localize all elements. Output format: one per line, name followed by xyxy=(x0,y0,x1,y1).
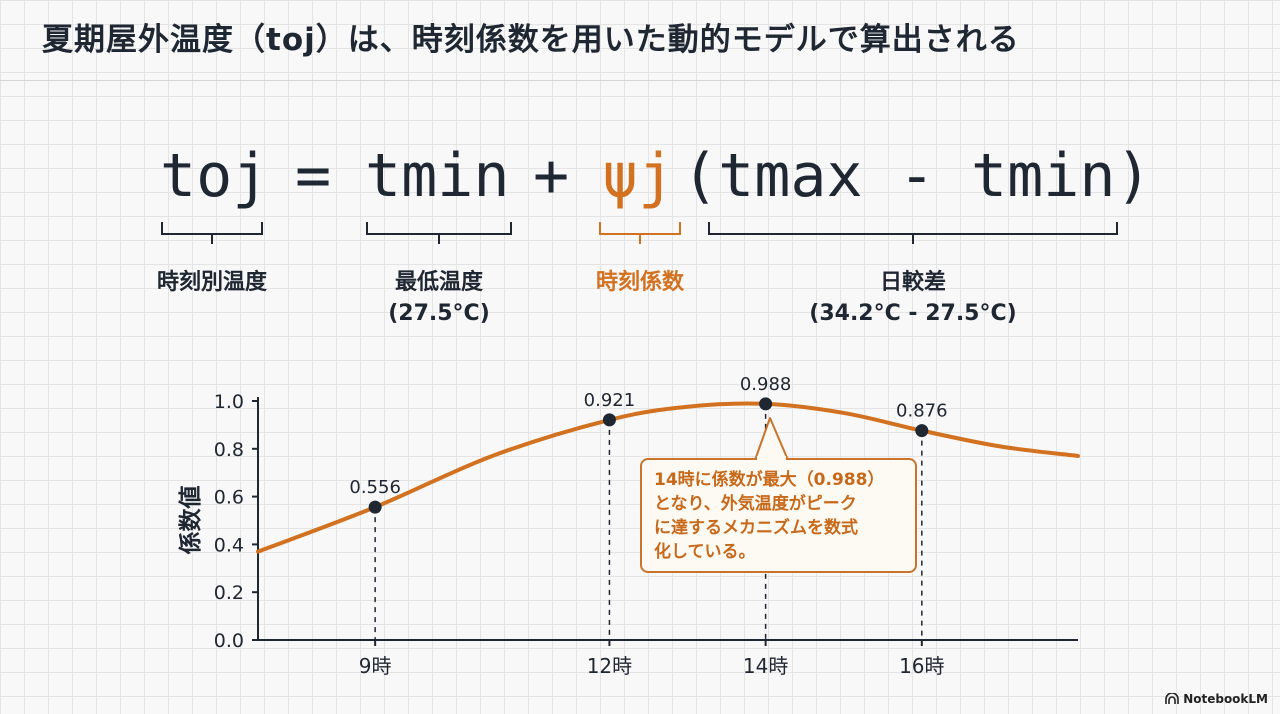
label-range: 日較差 xyxy=(879,270,946,295)
y-tick-label: 0.4 xyxy=(214,534,244,556)
data-point xyxy=(915,424,929,438)
notebooklm-logo-icon xyxy=(1165,693,1179,704)
brace-toj xyxy=(161,222,263,244)
data-label: 0.556 xyxy=(349,477,401,498)
label-toj: 時刻別温度 xyxy=(156,270,267,295)
data-point xyxy=(368,500,382,514)
coefficient-curve xyxy=(256,401,1080,554)
brace-range xyxy=(708,222,1118,244)
brace-tmin xyxy=(366,222,512,244)
x-tick-label: 14時 xyxy=(743,654,788,678)
y-tick-label: 0.0 xyxy=(214,630,244,652)
data-point xyxy=(759,397,773,411)
data-label: 0.876 xyxy=(896,401,948,422)
callout-box: 14時に係数が最大（0.988） となり、外気温度がピーク に達するメカニズムを… xyxy=(640,458,917,573)
callout-line: となり、外気温度がピーク xyxy=(654,494,857,514)
formula-equals: = xyxy=(295,141,332,211)
data-point xyxy=(602,413,616,427)
label-psi: 時刻係数 xyxy=(595,270,684,295)
formula-toj: toj xyxy=(160,141,269,211)
brand-label: NotebookLM xyxy=(1183,692,1268,706)
callout-line: 化している。 xyxy=(654,542,756,562)
brace-psi xyxy=(599,222,681,244)
callout-line: 14時に係数が最大（0.988） xyxy=(654,470,885,490)
title-divider xyxy=(0,80,1280,81)
label-tmin: 最低温度 xyxy=(394,270,483,295)
y-axis-label: 係数値 xyxy=(178,486,204,555)
formula-range: (tmax - tmin) xyxy=(682,141,1152,211)
x-tick-label: 12時 xyxy=(587,654,632,678)
formula-plus: + xyxy=(533,141,570,211)
data-label: 0.921 xyxy=(584,390,636,411)
label-range-value: (34.2°C - 27.5°C) xyxy=(809,301,1017,326)
coefficient-chart: 0.0 0.2 0.4 0.6 0.8 1.0 係数値 9時 12時 14時 16時 0.556 0.9… xyxy=(178,374,1080,678)
y-tick-label: 0.2 xyxy=(214,582,244,604)
data-label: 0.988 xyxy=(740,374,792,395)
y-tick-label: 1.0 xyxy=(214,391,244,413)
page-title: 夏期屋外温度（toj）は、時刻係数を用いた動的モデルで算出される xyxy=(42,22,1020,58)
x-tick-label: 16時 xyxy=(899,654,944,678)
label-tmin-value: (27.5°C) xyxy=(388,301,490,326)
brand: NotebookLM xyxy=(1165,692,1268,706)
y-tick-label: 0.6 xyxy=(214,487,244,509)
formula-tmin: tmin xyxy=(365,141,510,211)
x-tick-label: 9時 xyxy=(359,654,392,678)
formula-psi: ψj xyxy=(602,141,675,211)
y-tick-label: 0.8 xyxy=(214,439,244,461)
callout-line: に達するメカニズムを数式 xyxy=(654,518,858,538)
